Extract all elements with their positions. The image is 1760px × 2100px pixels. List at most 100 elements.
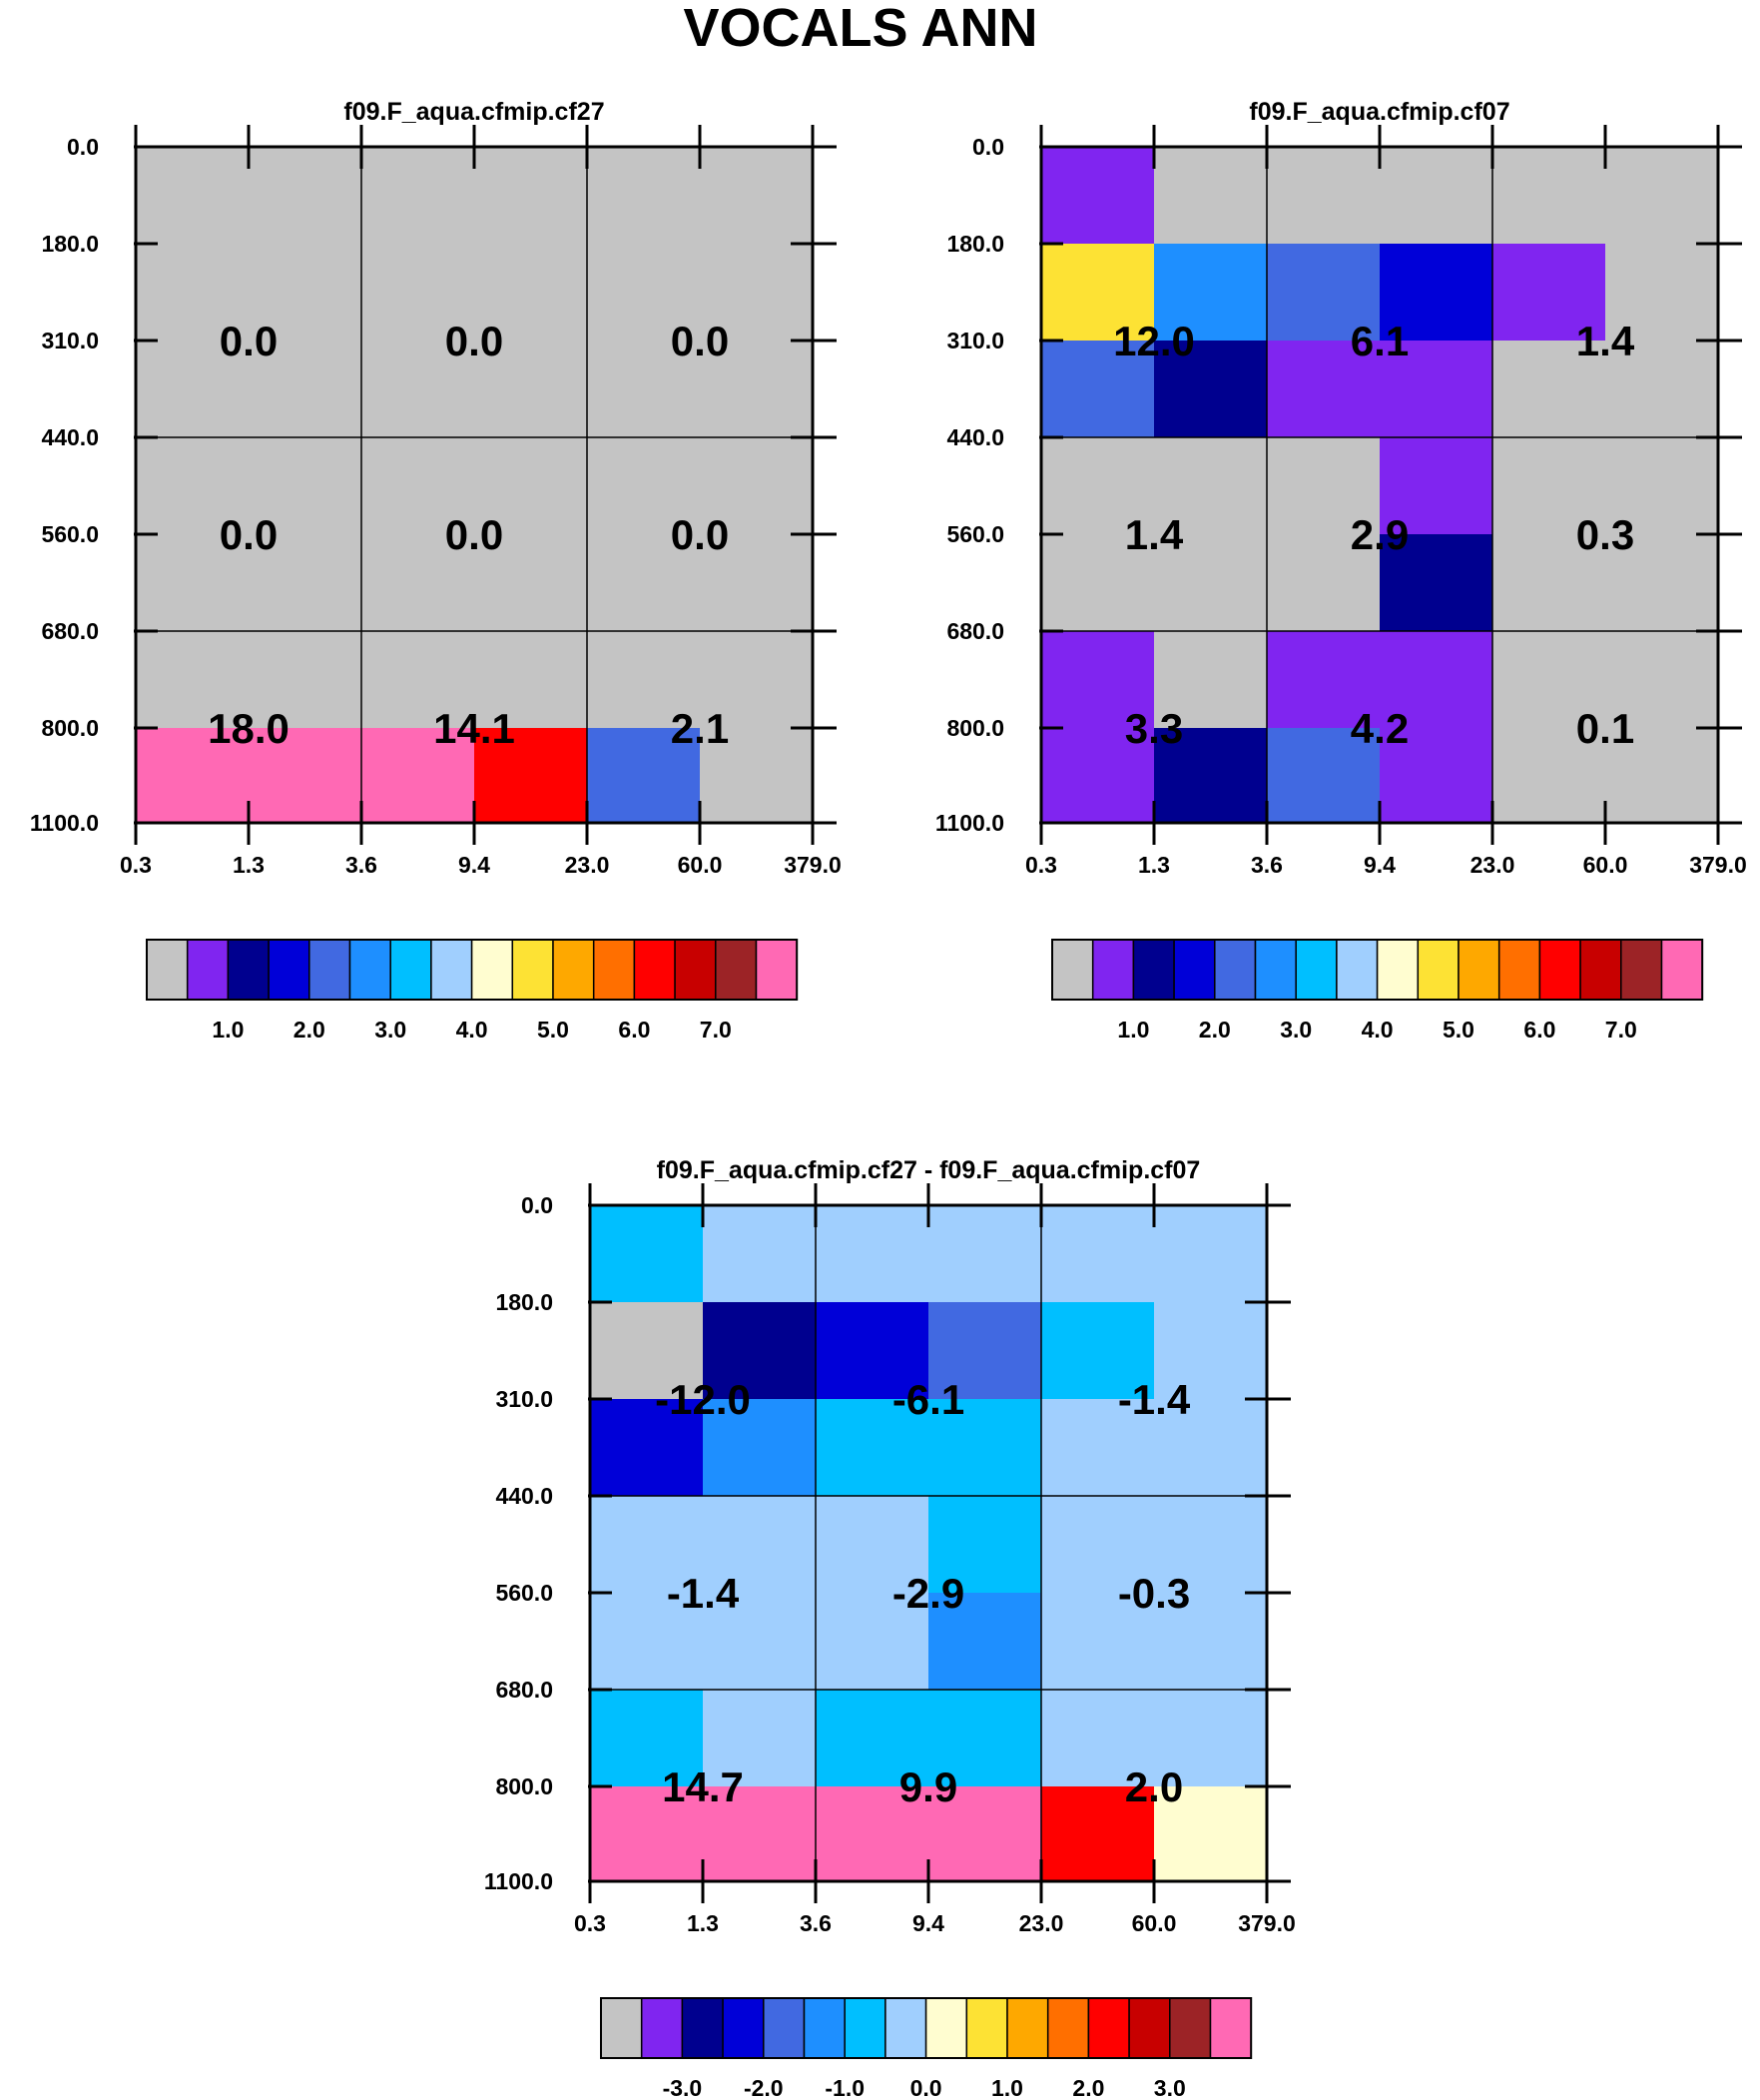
y-tick-label: 800.0 xyxy=(41,715,99,741)
x-tick-label: 9.4 xyxy=(1364,852,1396,878)
heatmap-cell xyxy=(361,437,475,535)
colorbar-label: 3.0 xyxy=(1154,2075,1186,2100)
y-tick-label: 0.0 xyxy=(972,134,1004,160)
colorbar-swatch xyxy=(965,1997,1008,2059)
heatmap-cell xyxy=(587,534,701,632)
colorbar-label: 0.0 xyxy=(910,2075,942,2100)
heatmap-cell xyxy=(1041,147,1155,245)
panels: f09.F_aqua.cfmip.cf27 0.0 180.0 310.0 440.0 5… xyxy=(30,98,1747,2100)
heatmap-cell xyxy=(1041,437,1155,535)
heatmap-cell xyxy=(1380,437,1493,535)
heatmap-cell xyxy=(590,1593,704,1691)
heatmap-cell xyxy=(1492,437,1606,535)
colorbar-swatch xyxy=(722,1997,765,2059)
colorbar-label: 1.0 xyxy=(991,2075,1023,2100)
y-tick-label: 310.0 xyxy=(495,1386,553,1412)
heatmap-cell xyxy=(1041,631,1155,729)
y-tick-label: 1100.0 xyxy=(935,810,1004,836)
cell-value-label: -1.4 xyxy=(1118,1376,1191,1423)
heatmap-cell xyxy=(700,437,814,535)
x-tick-label: 23.0 xyxy=(1470,852,1515,878)
heatmap-cell xyxy=(1380,728,1493,824)
colorbar-swatch xyxy=(1132,939,1175,1001)
colorbar-label: -2.0 xyxy=(744,2075,784,2100)
colorbar-label: 3.0 xyxy=(374,1017,406,1043)
y-tick-label: 680.0 xyxy=(41,618,99,644)
colorbar-label: 4.0 xyxy=(456,1017,488,1043)
y-tick-label: 0.0 xyxy=(67,134,99,160)
cell-value-label: 9.9 xyxy=(899,1763,957,1810)
heatmap-cell xyxy=(136,244,250,342)
cell-value-label: 3.3 xyxy=(1125,705,1183,752)
heatmap-cell xyxy=(1492,631,1606,729)
colorbar-label: 2.0 xyxy=(1199,1017,1231,1043)
colorbar-swatch xyxy=(1620,939,1663,1001)
heatmap-cell xyxy=(1041,1302,1155,1400)
colorbar-label: 1.0 xyxy=(212,1017,244,1043)
x-tick-label: 9.4 xyxy=(458,852,490,878)
colorbar-swatch xyxy=(1006,1997,1049,2059)
heatmap-cell xyxy=(136,437,250,535)
cell-value-label: -0.3 xyxy=(1118,1570,1190,1617)
heatmap-cell xyxy=(700,147,814,245)
y-tick-label: 440.0 xyxy=(946,424,1004,450)
y-tick-label: 680.0 xyxy=(946,618,1004,644)
panel-title: f09.F_aqua.cfmip.cf07 xyxy=(1249,98,1509,126)
y-tick-label: 310.0 xyxy=(946,328,1004,353)
heatmap-cell xyxy=(474,728,588,824)
x-tick-label: 3.6 xyxy=(800,1910,832,1936)
colorbar-swatch xyxy=(1169,1997,1212,2059)
colorbar-swatch xyxy=(552,939,595,1001)
cell-value-label: 18.0 xyxy=(208,705,290,752)
x-tick-label: 23.0 xyxy=(1019,1910,1064,1936)
cell-value-label: 0.0 xyxy=(445,318,503,364)
heatmap-cell xyxy=(474,534,588,632)
heatmap-cell xyxy=(700,728,814,824)
cell-value-label: -2.9 xyxy=(892,1570,964,1617)
colorbar-swatch xyxy=(1214,939,1257,1001)
heatmap-cell xyxy=(703,1690,817,1787)
colorbar-label: 2.0 xyxy=(1072,2075,1104,2100)
heatmap-cell xyxy=(249,728,362,824)
x-tick-label: 0.3 xyxy=(574,1910,606,1936)
panel-title: f09.F_aqua.cfmip.cf27 - f09.F_aqua.cfmip… xyxy=(657,1156,1201,1184)
heatmap-cell xyxy=(1492,244,1606,342)
x-tick-label: 1.3 xyxy=(1138,852,1170,878)
heatmap-cell xyxy=(474,341,588,438)
x-tick-label: 0.3 xyxy=(1025,852,1057,878)
heatmap-cell xyxy=(590,1302,704,1400)
heatmap-cell xyxy=(1041,1593,1155,1691)
colorbar-frame xyxy=(1051,939,1704,1001)
colorbar-swatch xyxy=(674,939,717,1001)
heatmap-cell xyxy=(1154,728,1268,824)
heatmap-cell xyxy=(703,1205,817,1303)
heatmap-cell xyxy=(816,1786,929,1882)
heatmap-cell xyxy=(1492,534,1606,632)
heatmap-cell xyxy=(1154,341,1268,438)
heatmap-cell xyxy=(587,728,701,824)
heatmap-cell xyxy=(703,1399,817,1497)
colorbar-swatch xyxy=(1295,939,1338,1001)
colorbar-label: -1.0 xyxy=(825,2075,865,2100)
heatmap-cell xyxy=(249,534,362,632)
heatmap-cell xyxy=(928,1593,1042,1691)
x-tick-label: 379.0 xyxy=(1238,1910,1296,1936)
heatmap-cell xyxy=(590,1399,704,1497)
heatmap-cell xyxy=(587,341,701,438)
x-tick-label: 60.0 xyxy=(1132,1910,1177,1936)
heatmap-cell xyxy=(1154,244,1268,342)
colorbar-label: 7.0 xyxy=(1605,1017,1637,1043)
colorbar-swatch xyxy=(1046,1997,1090,2059)
cell-value-label: 1.4 xyxy=(1576,318,1635,364)
heatmap-cell xyxy=(1605,534,1719,632)
colorbar-swatch xyxy=(1660,939,1703,1001)
colorbar-swatch xyxy=(1091,939,1135,1001)
y-tick-label: 560.0 xyxy=(495,1580,553,1606)
x-tick-label: 23.0 xyxy=(565,852,610,878)
heatmap-cell xyxy=(136,728,250,824)
colorbar-swatch xyxy=(1458,939,1500,1001)
colorbar-swatch xyxy=(803,1997,846,2059)
cell-value-label: 0.1 xyxy=(1576,705,1634,752)
x-tick-label: 60.0 xyxy=(678,852,723,878)
